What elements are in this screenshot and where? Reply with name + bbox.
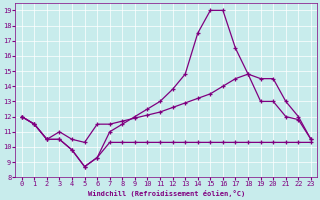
X-axis label: Windchill (Refroidissement éolien,°C): Windchill (Refroidissement éolien,°C) <box>88 190 245 197</box>
